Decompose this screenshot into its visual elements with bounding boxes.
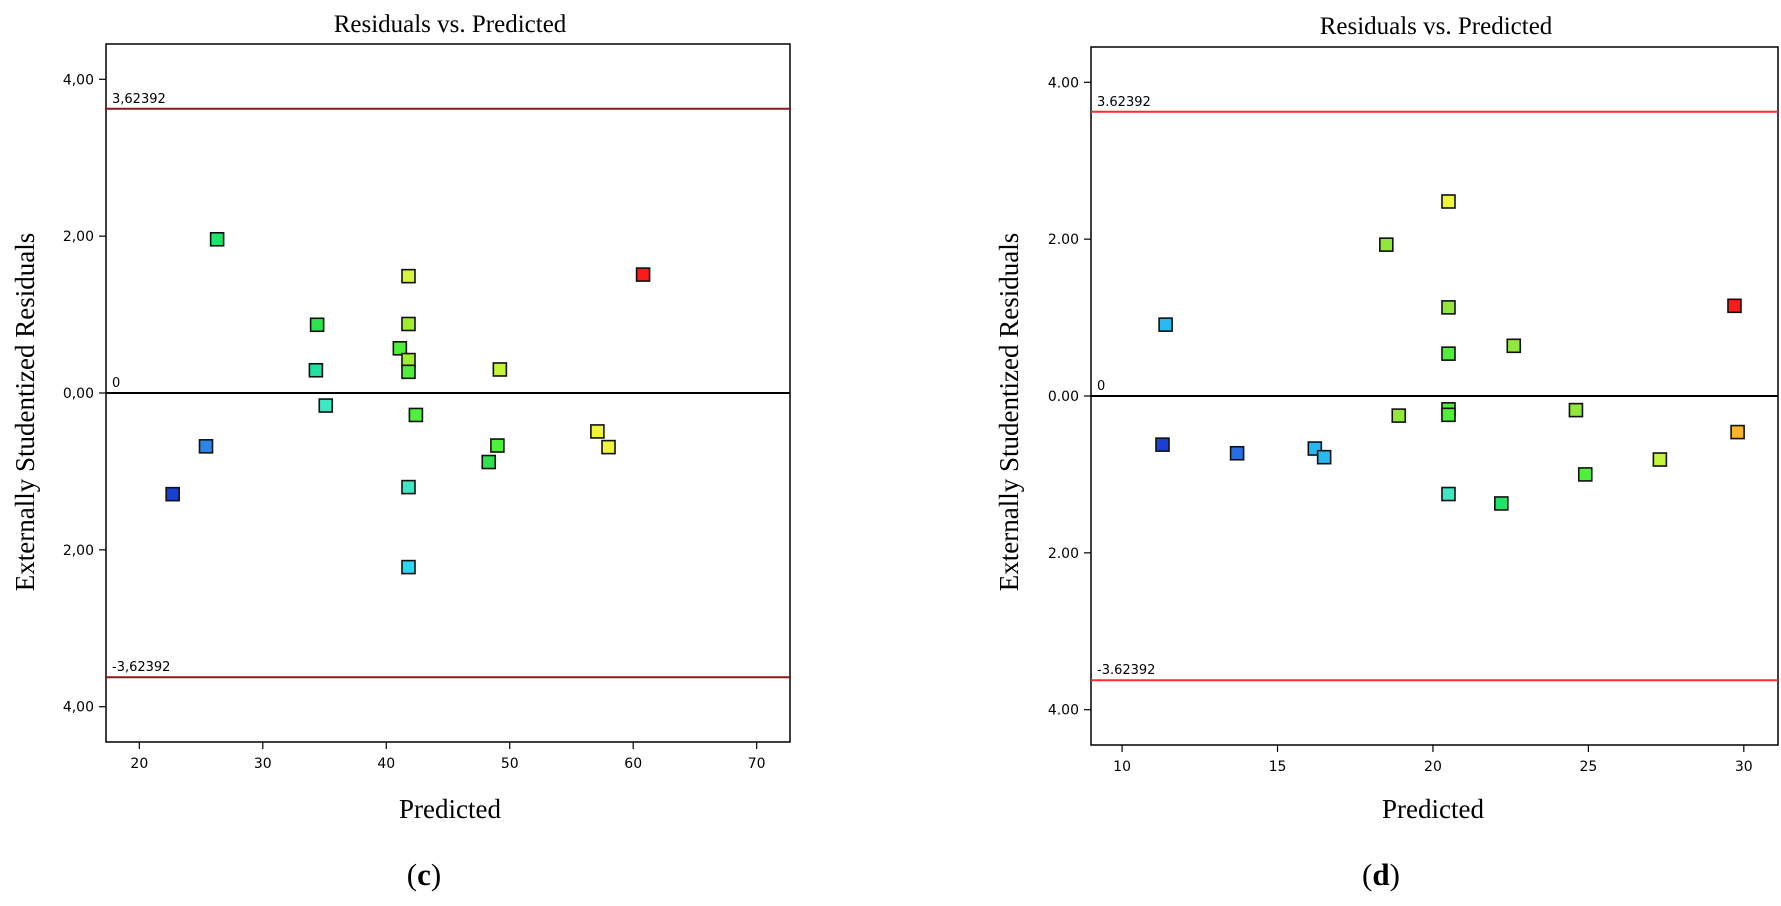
data-point [590,424,605,439]
chart-title: Residuals vs. Predicted [334,11,567,38]
data-point [1441,407,1456,423]
y-tick-label: 2,00 [63,543,94,559]
x-tick-label: 40 [377,756,395,772]
plot-area: 20 30 40 50 60 70 4,00 2,00 0,00 2,00 4,00 3,62392 -… [63,43,791,772]
data-point [1730,424,1745,440]
reference-line-label: 0 [112,376,120,391]
data-point [198,439,214,454]
y-tick-label: 0,00 [63,386,94,402]
x-axis-label: Predicted [399,794,501,824]
data-point [601,439,616,455]
chart-c: Residuals vs. Predicted Externally Stude… [10,11,791,892]
x-axis-label: Predicted [1382,794,1484,824]
reference-line-label: -3,62392 [112,660,170,675]
x-tick-label: 30 [254,756,272,772]
x-tick-label: 60 [624,756,642,772]
data-point [1494,496,1509,511]
caption-close: ) [1390,857,1400,892]
data-point [1316,449,1332,465]
reference-line-label: 3,62392 [112,92,166,107]
x-tick-label: 70 [748,756,766,772]
data-point [1577,467,1593,482]
y-tick-label: 4,00 [63,72,94,88]
data-point [209,231,225,247]
x-tick-label: 20 [130,756,148,772]
chart-title: Residuals vs. Predicted [1320,13,1553,40]
data-point [1652,452,1668,467]
caption-open: ( [407,857,417,892]
y-tick-label: 4.00 [1048,703,1079,719]
data-point [492,362,508,377]
data-point [401,316,416,332]
caption-open: ( [1362,857,1372,892]
panel-caption: (d) [1362,857,1400,892]
data-point [1441,300,1456,315]
reference-line-label: 0 [1097,379,1105,394]
x-tick-label: 10 [1113,759,1131,775]
data-point [401,364,416,380]
data-point [401,559,416,575]
plot-area: 10 15 20 25 30 4.00 2.00 0.00 2.00 4.00 3.62392 -3.… [1048,46,1779,775]
data-point [401,479,416,495]
caption-letter: d [1372,857,1389,892]
y-tick-label: 4.00 [1048,75,1079,91]
caption-letter: c [417,857,431,892]
y-tick-label: 4,00 [63,700,94,716]
data-point [408,407,424,423]
x-tick-label: 25 [1579,759,1597,775]
data-point [318,398,334,413]
data-point [1568,402,1584,418]
y-axis-label: Externally Studentized Residuals [994,233,1024,591]
data-point [309,317,325,333]
x-tick-label: 20 [1424,759,1442,775]
data-point [1158,317,1173,332]
data-point [490,438,505,453]
y-axis-label: Externally Studentized Residuals [10,233,40,591]
chart-d: Residuals vs. Predicted Externally Stude… [994,13,1779,892]
data-point [1727,298,1742,314]
data-point [165,486,180,502]
data-point [401,268,416,284]
y-tick-label: 2,00 [63,229,94,245]
data-point [1155,437,1170,452]
data-point [635,267,651,282]
data-point [1506,338,1522,354]
data-point [1441,346,1456,361]
data-point [481,454,497,470]
y-tick-label: 2.00 [1048,546,1079,562]
x-tick-label: 15 [1269,759,1287,775]
data-point [1229,445,1245,461]
y-tick-label: 0.00 [1048,389,1079,405]
data-point [308,362,324,378]
reference-line-label: -3.62392 [1097,663,1155,678]
x-tick-label: 30 [1735,759,1753,775]
data-point [1391,408,1407,423]
data-point [392,340,408,356]
data-point [1379,237,1394,252]
y-tick-label: 2.00 [1048,232,1079,248]
data-point [1441,194,1456,209]
x-tick-label: 50 [501,756,519,772]
caption-close: ) [431,857,441,892]
panel-caption: (c) [407,857,441,892]
data-point [1441,486,1456,502]
reference-line-label: 3.62392 [1097,95,1151,110]
